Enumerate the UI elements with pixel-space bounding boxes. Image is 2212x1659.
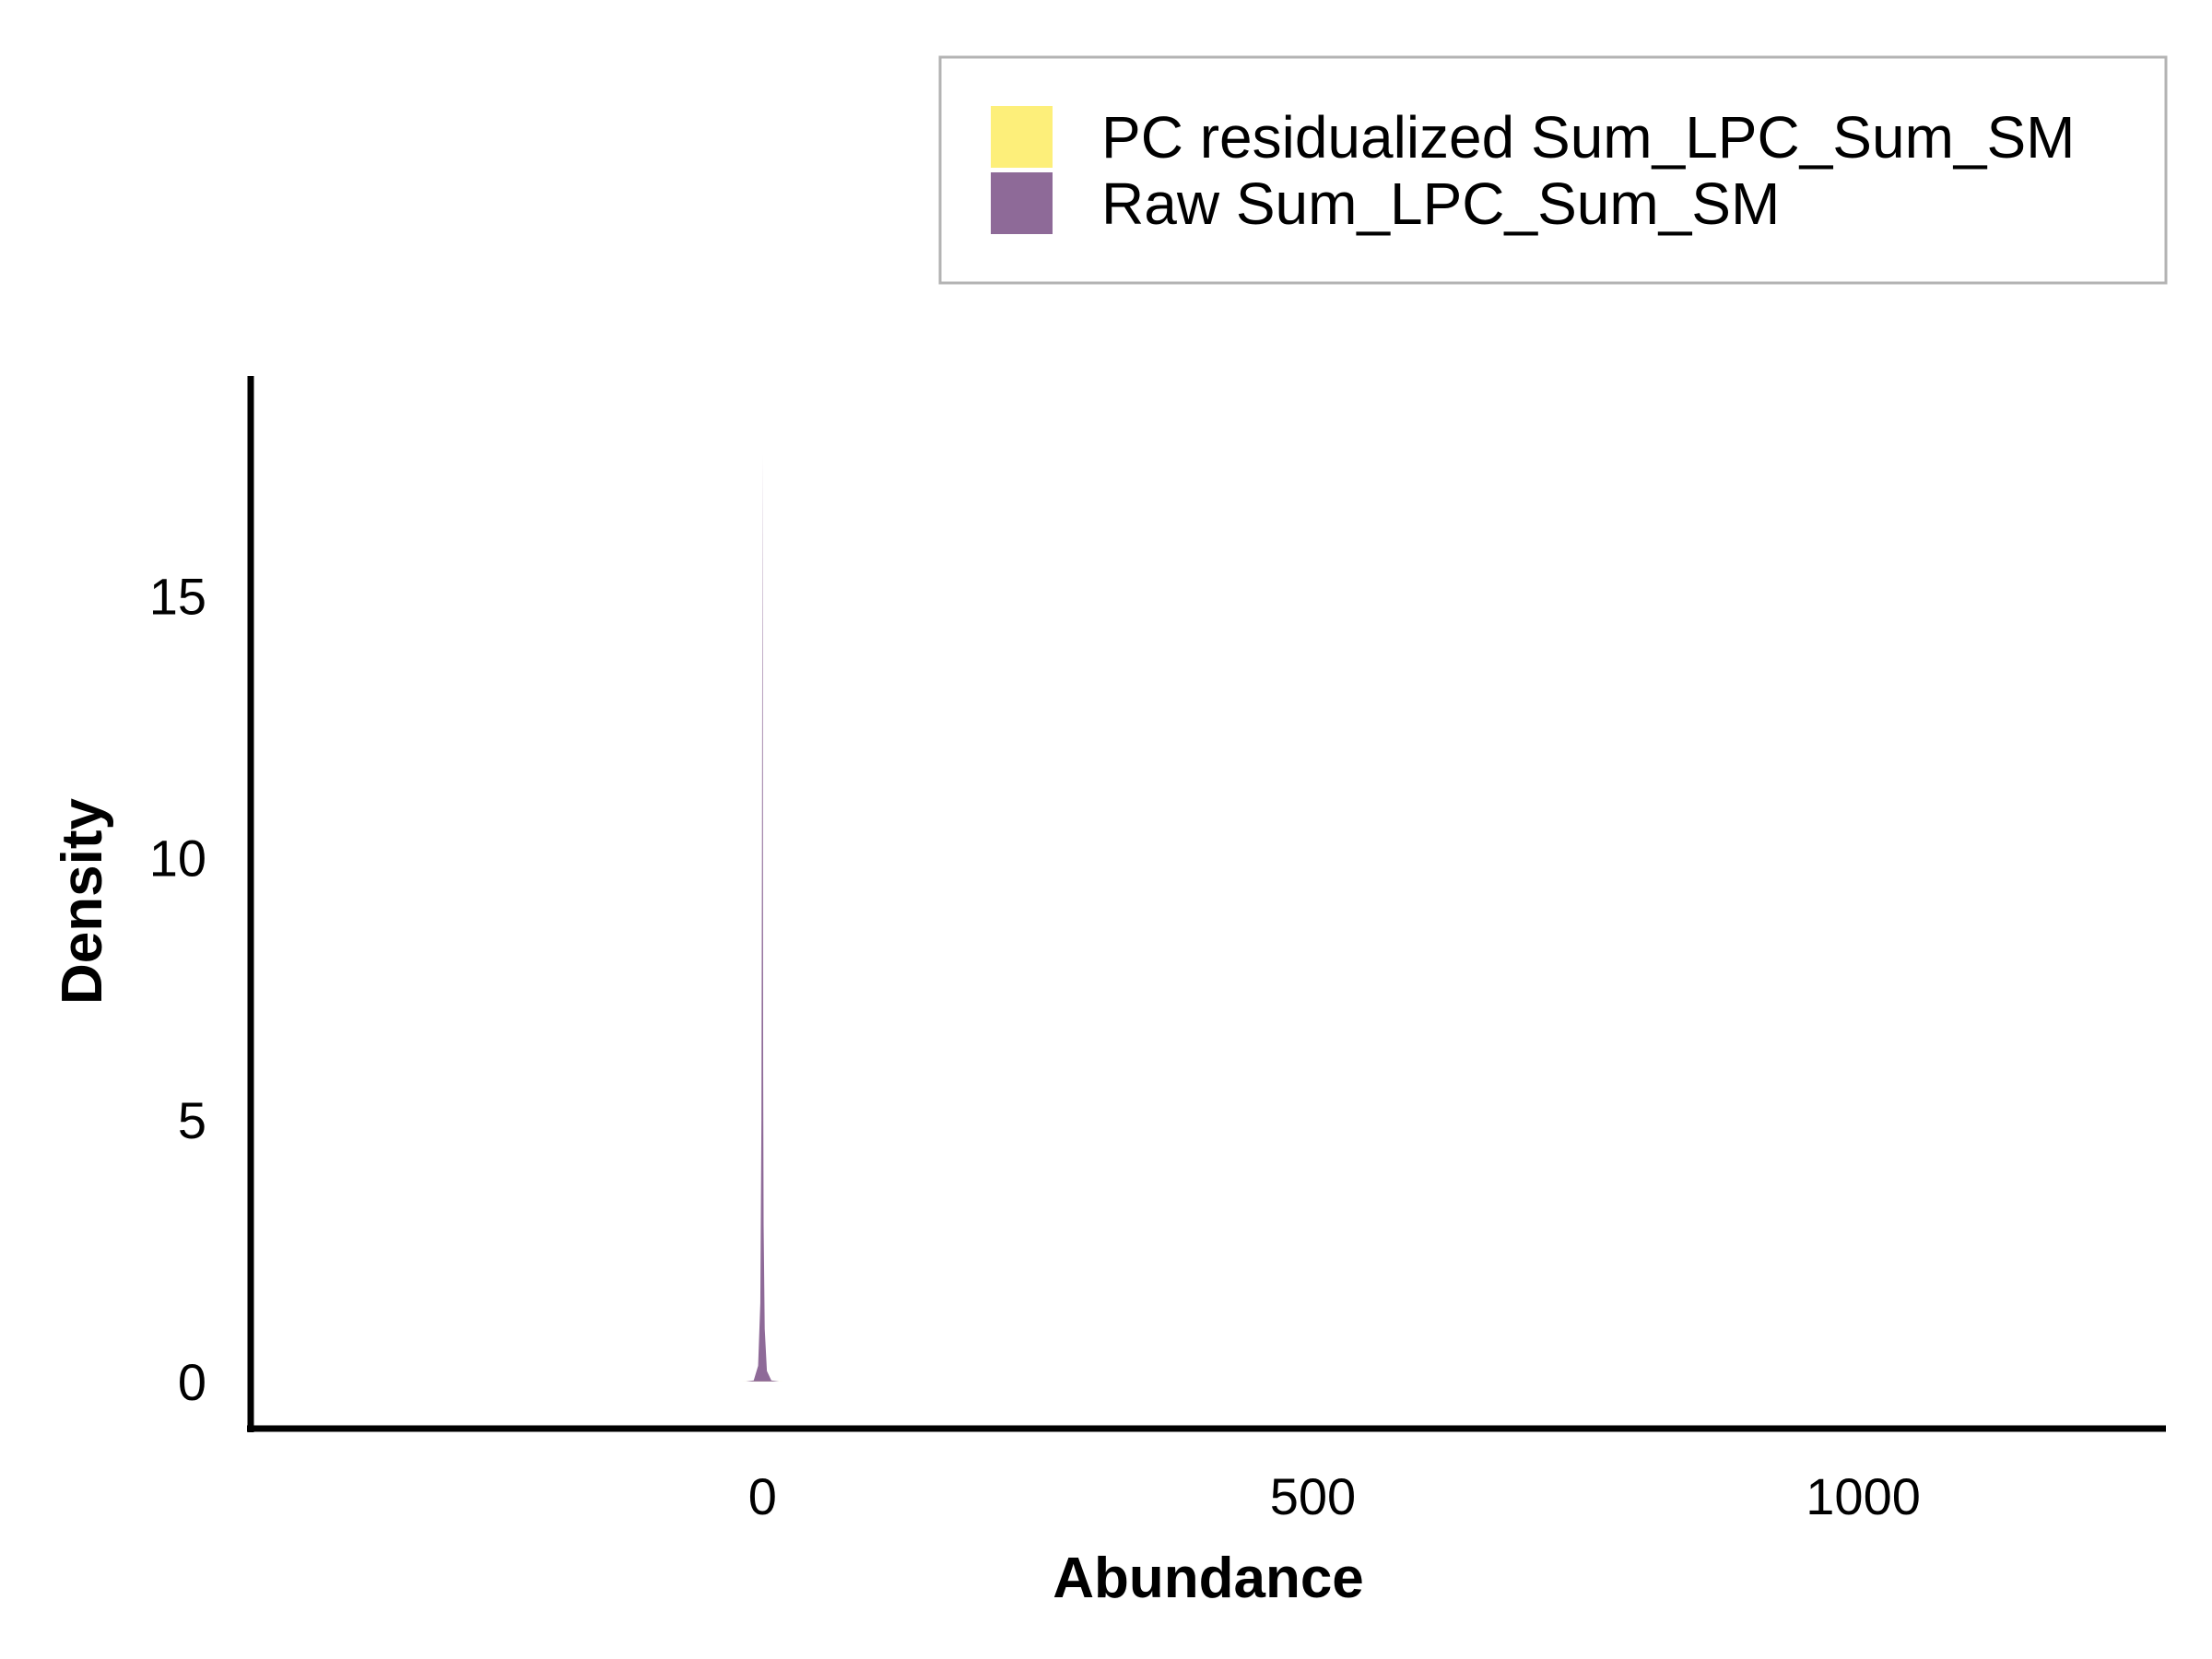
x-tick-label: 500 [1270,1467,1356,1525]
x-axis-title: Abundance [1053,1547,1364,1610]
plot-area [740,454,785,1382]
y-tick-label: 0 [178,1353,206,1411]
y-tick-label: 15 [149,568,206,626]
x-tick-label: 0 [748,1467,777,1525]
legend-box [938,55,2168,285]
legend-label-0: PC residualized Sum_LPC_Sum_SM [1101,104,2075,171]
legend-swatch-0 [991,106,1053,168]
y-tick-labels: 0 5 10 15 [149,568,206,1411]
y-tick-label: 5 [178,1091,206,1149]
legend-swatch-1 [991,172,1053,234]
legend-label-1: Raw Sum_LPC_Sum_SM [1101,171,1780,237]
x-tick-labels: 0 500 1000 [748,1467,1921,1525]
y-tick-label: 10 [149,830,206,888]
legend: PC residualized Sum_LPC_Sum_SM Raw Sum_L… [938,55,2168,285]
x-tick-label: 1000 [1806,1467,1921,1525]
y-axis-title: Density [51,798,114,1005]
density-area-series-1 [746,454,780,1382]
